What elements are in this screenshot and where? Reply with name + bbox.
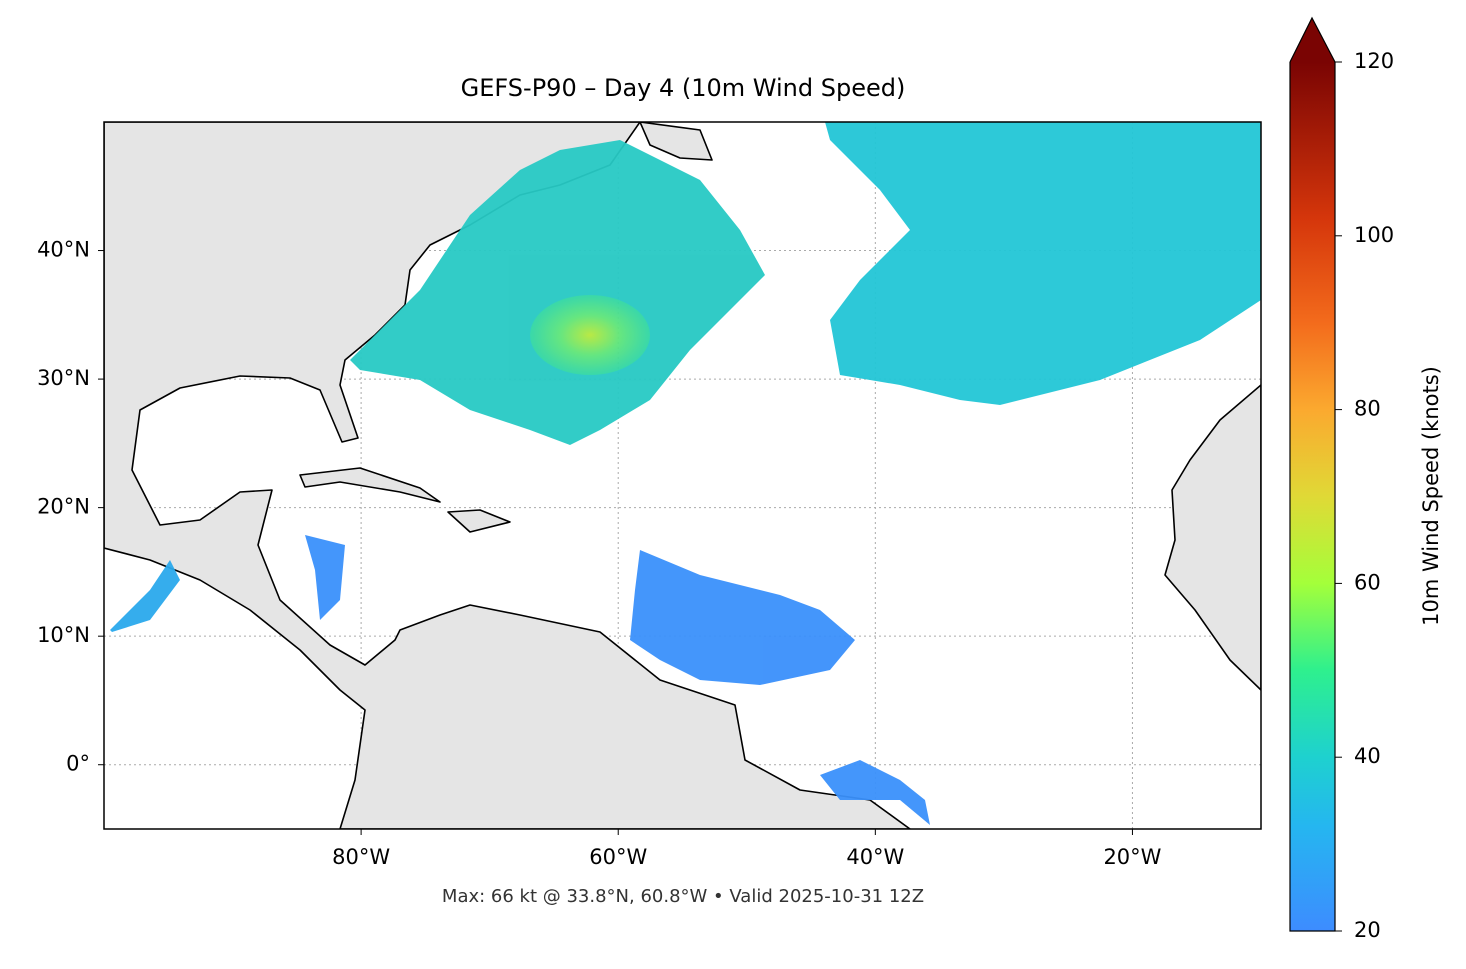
colorbar (1290, 62, 1335, 931)
colorbar-extend (1289, 16, 1336, 63)
x-tick-label: 20°W (1103, 845, 1161, 869)
y-tick-label: 20°N (37, 495, 90, 519)
newfoundland (639, 122, 713, 161)
wind-area (110, 560, 180, 632)
wind-area (350, 140, 765, 445)
colorbar-frame (1289, 62, 1336, 932)
colorbar-label: 10m Wind Speed (knots) (1419, 366, 1443, 626)
y-tick-label: 0° (66, 752, 90, 776)
title: GEFS-P90 – Day 4 (10m Wind Speed) (461, 74, 906, 102)
colorbar-tick-label: 80 (1354, 397, 1381, 421)
wind-area (820, 760, 930, 825)
x-tick-label: 60°W (589, 845, 647, 869)
wind-field (110, 122, 1261, 825)
wind-maximum (530, 295, 650, 375)
x-tick-label: 40°W (846, 845, 904, 869)
wind-area (305, 535, 345, 620)
y-tick-label: 40°N (37, 238, 90, 262)
y-tick-label: 10°N (37, 623, 90, 647)
x-tick-label: 80°W (332, 845, 390, 869)
colorbar-tick-label: 120 (1354, 49, 1394, 73)
africa-land (1164, 384, 1261, 691)
colorbar-tick-label: 40 (1354, 744, 1381, 768)
hispaniola (447, 509, 511, 533)
map-frame (103, 121, 1262, 830)
cuba (299, 467, 441, 503)
y-tick-label: 30°N (37, 366, 90, 390)
wind-area (825, 122, 1261, 405)
colorbar-tick-label: 60 (1354, 570, 1381, 594)
footer-note: Max: 66 kt @ 33.8°N, 60.8°W • Valid 2025… (442, 886, 924, 907)
colorbar-tick-label: 100 (1354, 223, 1394, 247)
colorbar-tick-label: 20 (1354, 918, 1381, 942)
wind-area (630, 550, 855, 685)
map-area (104, 122, 1261, 829)
